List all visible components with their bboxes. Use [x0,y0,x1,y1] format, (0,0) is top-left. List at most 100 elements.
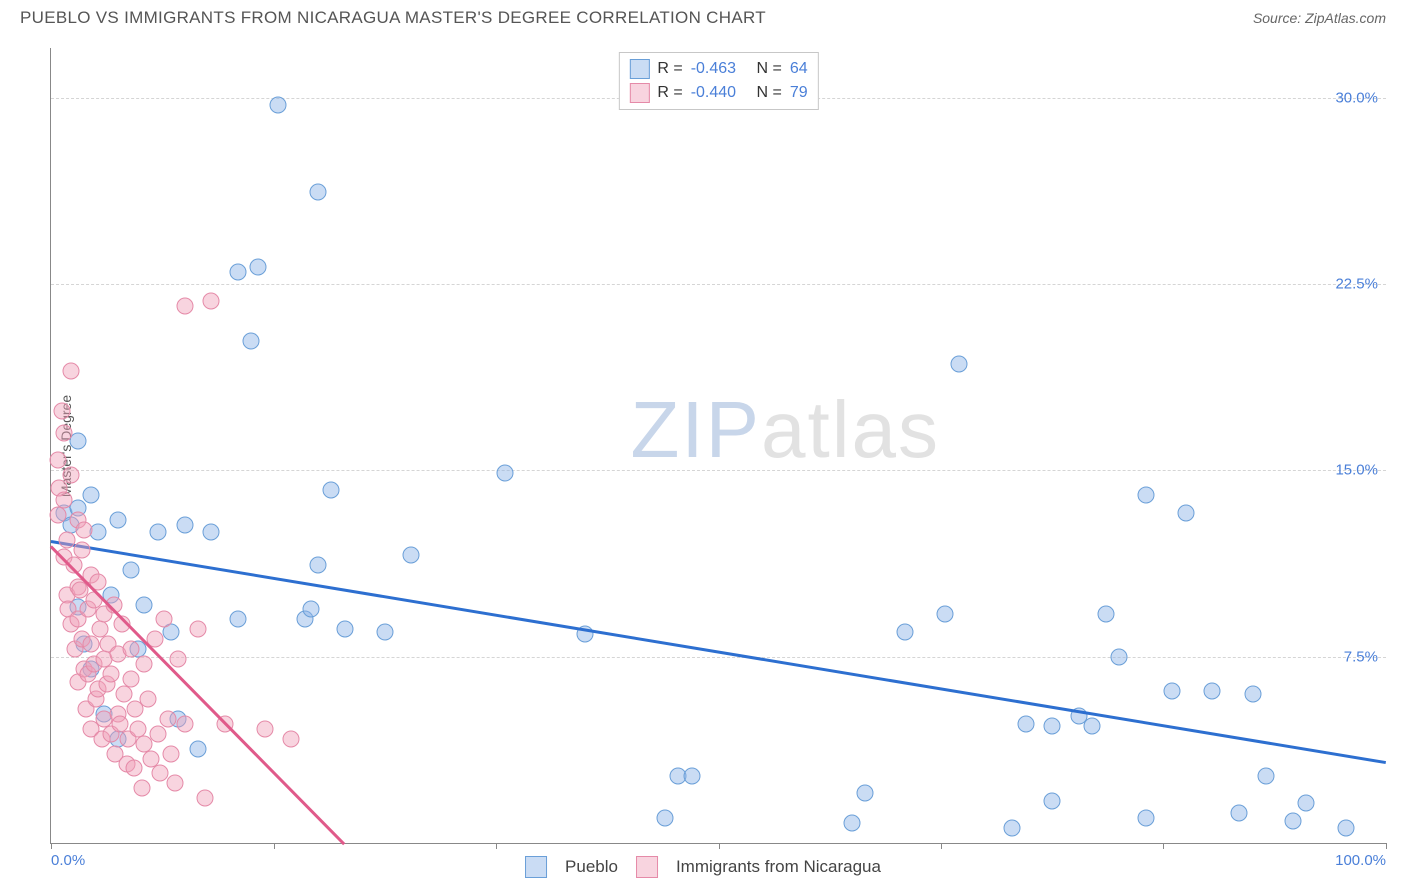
watermark-atlas: atlas [761,385,940,474]
scatter-point [310,184,327,201]
scatter-point [336,621,353,638]
source-citation: Source: ZipAtlas.com [1253,10,1386,26]
scatter-point [83,487,100,504]
scatter-point [123,561,140,578]
scatter-point [1044,718,1061,735]
legend-correlation: R = -0.463 N = 64 R = -0.440 N = 79 [618,52,818,110]
plot-area: ZIPatlas R = -0.463 N = 64 R = -0.440 N … [50,48,1386,844]
scatter-point [249,258,266,275]
scatter-point [149,725,166,742]
x-tick-label: 0.0% [51,852,85,869]
scatter-point [140,690,157,707]
legend-row-pueblo: R = -0.463 N = 64 [629,57,807,81]
scatter-point [83,636,100,653]
scatter-point [657,810,674,827]
legend-swatch-bottom-pueblo [525,856,547,878]
scatter-point [156,611,173,628]
scatter-point [1044,792,1061,809]
scatter-point [1284,812,1301,829]
scatter-point [496,464,513,481]
gridline [51,284,1386,285]
scatter-point [123,641,140,658]
legend-r-nicaragua: -0.440 [691,81,736,105]
scatter-point [169,651,186,668]
scatter-point [56,492,73,509]
scatter-point [160,710,177,727]
x-tick [1386,843,1387,849]
scatter-point [376,623,393,640]
scatter-point [857,785,874,802]
scatter-point [950,355,967,372]
scatter-point [283,730,300,747]
scatter-point [176,298,193,315]
scatter-point [1137,487,1154,504]
scatter-point [1017,715,1034,732]
source-name: ZipAtlas.com [1305,10,1386,26]
scatter-point [136,596,153,613]
x-tick [719,843,720,849]
scatter-point [683,767,700,784]
scatter-point [176,715,193,732]
scatter-point [310,556,327,573]
scatter-point [189,621,206,638]
scatter-point [1111,648,1128,665]
legend-n-nicaragua: 79 [790,81,808,105]
scatter-point [256,720,273,737]
scatter-point [1177,504,1194,521]
scatter-point [167,775,184,792]
scatter-point [243,333,260,350]
scatter-point [163,745,180,762]
y-tick-label: 7.5% [1344,648,1378,665]
scatter-point [323,482,340,499]
scatter-point [116,685,133,702]
legend-swatch-pueblo [629,59,649,79]
scatter-point [133,780,150,797]
scatter-point [56,425,73,442]
chart-header: PUEBLO VS IMMIGRANTS FROM NICARAGUA MAST… [0,0,1406,34]
scatter-point [103,666,120,683]
scatter-point [63,362,80,379]
legend-n-pueblo: 64 [790,57,808,81]
legend-swatch-bottom-nicaragua [636,856,658,878]
legend-r-label-2: R = [657,81,682,105]
scatter-point [937,606,954,623]
scatter-point [897,623,914,640]
scatter-point [1097,606,1114,623]
x-tick [1163,843,1164,849]
x-tick [51,843,52,849]
chart-title: PUEBLO VS IMMIGRANTS FROM NICARAGUA MAST… [20,8,766,28]
legend-row-nicaragua: R = -0.440 N = 79 [629,81,807,105]
y-tick-label: 22.5% [1335,276,1378,293]
legend-series: Pueblo Immigrants from Nicaragua [525,856,881,878]
scatter-point [1297,795,1314,812]
scatter-point [53,402,70,419]
scatter-point [1164,683,1181,700]
scatter-point [63,467,80,484]
scatter-point [1244,685,1261,702]
scatter-point [1004,820,1021,837]
scatter-point [49,507,66,524]
trend-line [51,540,1386,764]
scatter-point [1337,820,1354,837]
scatter-point [1231,805,1248,822]
scatter-point [1204,683,1221,700]
scatter-point [203,293,220,310]
scatter-point [136,656,153,673]
scatter-point [76,521,93,538]
x-tick-label: 100.0% [1335,852,1386,869]
scatter-point [203,524,220,541]
scatter-point [176,517,193,534]
scatter-point [149,524,166,541]
gridline [51,470,1386,471]
scatter-point [189,740,206,757]
scatter-point [1084,718,1101,735]
scatter-point [125,760,142,777]
scatter-point [303,601,320,618]
legend-r-label: R = [657,57,682,81]
scatter-point [109,512,126,529]
plot-canvas: ZIPatlas R = -0.463 N = 64 R = -0.440 N … [50,48,1386,844]
scatter-point [1257,767,1274,784]
legend-n-label-2: N = [757,81,782,105]
gridline [51,657,1386,658]
legend-label-pueblo: Pueblo [565,857,618,877]
